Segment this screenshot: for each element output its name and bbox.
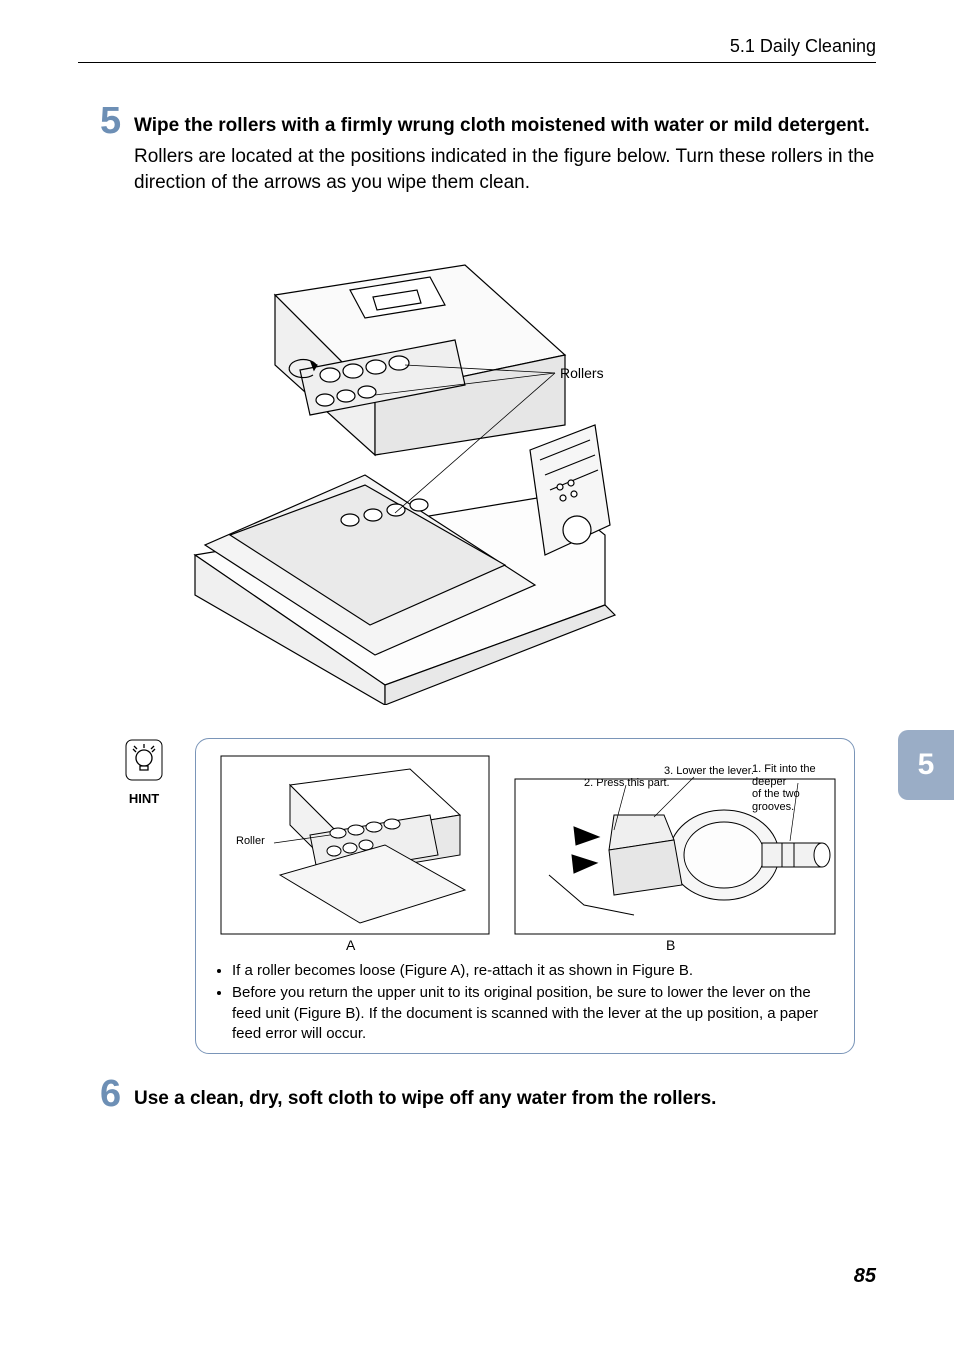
figure-scanner: Rollers	[135, 235, 675, 705]
hint-b-c1: 1. Fit into the deeper of the two groove…	[752, 763, 842, 814]
step-6-number: 6	[100, 1073, 121, 1116]
hint-b-c1-line2: of the two grooves.	[752, 788, 800, 813]
hint-a-label-roller: Roller	[236, 835, 265, 848]
hint-bullet-2: Before you return the upper unit to its …	[232, 983, 840, 1044]
hint-a-caption: A	[346, 937, 355, 953]
step-6: 6 Use a clean, dry, soft cloth to wipe o…	[100, 1085, 876, 1113]
header-section-label: 5.1 Daily Cleaning	[730, 36, 876, 57]
step-5-number: 5	[100, 100, 121, 143]
hint-b-caption: B	[666, 937, 675, 953]
hint-box: Roller A	[195, 738, 855, 1054]
lightbulb-icon	[124, 738, 164, 782]
hint-panel-a: Roller	[220, 755, 490, 945]
side-tab-chapter: 5	[898, 730, 954, 800]
hint-bullets: If a roller becomes loose (Figure A), re…	[214, 961, 840, 1046]
page-number: 85	[854, 1265, 876, 1288]
hint-b-c1-line1: 1. Fit into the deeper	[752, 763, 816, 788]
header-rule	[78, 62, 876, 63]
hint-panel-b: 2. Press this part. 3. Lower the lever. …	[514, 755, 836, 945]
step-5-desc: Rollers are located at the positions ind…	[134, 144, 876, 197]
hint-b-c3: 3. Lower the lever.	[664, 765, 754, 778]
hint-icon-block: HINT	[120, 738, 168, 806]
step-6-title: Use a clean, dry, soft cloth to wipe off…	[134, 1085, 876, 1113]
step-5-title: Wipe the rollers with a firmly wrung clo…	[134, 112, 876, 140]
step-5: 5 Wipe the rollers with a firmly wrung c…	[100, 112, 876, 197]
hint-bullet-1: If a roller becomes loose (Figure A), re…	[232, 961, 840, 981]
hint-b-c2: 2. Press this part.	[584, 777, 670, 790]
figure-label-rollers: Rollers	[560, 365, 604, 381]
hint-label: HINT	[120, 791, 168, 806]
